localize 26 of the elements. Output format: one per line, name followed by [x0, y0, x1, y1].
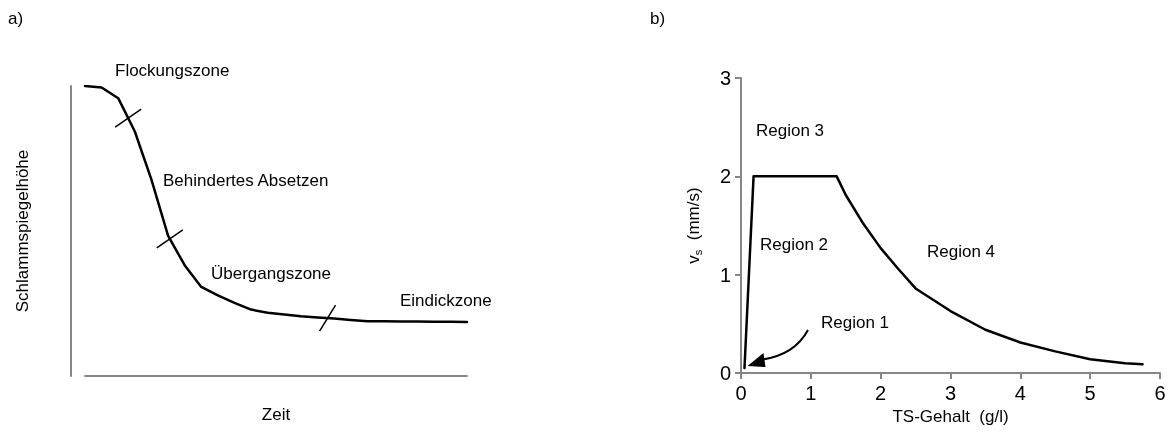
x-tick-label: 6: [1154, 382, 1166, 404]
annotation: Region 1: [821, 313, 890, 332]
x-tick-label: 3: [944, 382, 957, 404]
annotation: Region 4: [927, 242, 996, 261]
y-tick-label: 0: [719, 362, 731, 384]
annotation: Region 2: [760, 235, 829, 254]
annotation: Eindickzone: [400, 291, 492, 310]
y-tick-label: 3: [719, 67, 731, 89]
y-tick-label: 2: [719, 165, 731, 188]
annotation: Region 3: [756, 121, 825, 140]
annotation: Behindertes Absetzen: [163, 171, 329, 190]
chart-title: a): [8, 9, 24, 28]
text: Flockungszone: [115, 61, 230, 80]
y-axis-title: Schlammspiegelhöhe: [13, 149, 32, 313]
annotation: Übergangszone: [211, 264, 332, 283]
x-axis-title: Zeit: [261, 405, 291, 424]
y-axis-title: vs (mm/s): [684, 187, 704, 264]
x-tick-label: 0: [735, 382, 747, 404]
chart-title: b): [650, 9, 666, 28]
x-tick-label: 5: [1084, 382, 1096, 404]
line-series: [743, 175, 1144, 370]
x-axis-title: TS-Gehalt (g/l): [892, 406, 1009, 426]
y-tick-label: 1: [719, 263, 731, 286]
x-tick-label: 2: [875, 382, 887, 404]
x-tick-label: 4: [1014, 382, 1026, 404]
x-tick-label: 1: [805, 382, 817, 404]
